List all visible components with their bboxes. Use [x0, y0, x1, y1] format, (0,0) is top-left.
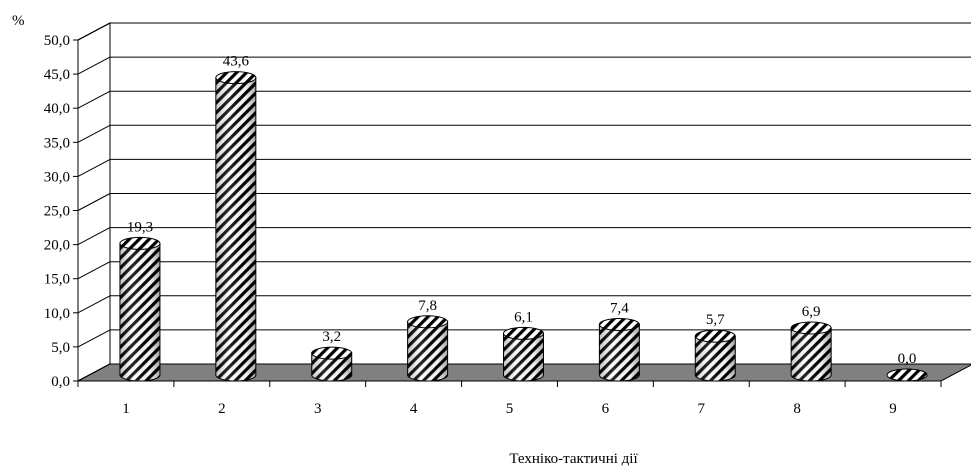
gridline-side	[77, 261, 111, 280]
y-tick-label: 45,0	[44, 67, 70, 83]
bar-shade	[695, 336, 736, 381]
bar-value-label: 19,3	[127, 219, 153, 235]
bar-top	[215, 71, 257, 85]
gridline-side	[77, 22, 111, 41]
bar-shade	[311, 353, 352, 381]
bar	[311, 346, 353, 382]
bar-shade	[407, 321, 448, 381]
x-axis-title: Техніко-тактичні дії	[509, 451, 638, 467]
gridline-side	[77, 295, 111, 314]
bar-top	[598, 318, 640, 332]
labels: 0,05,010,015,020,025,030,035,040,045,050…	[12, 13, 916, 467]
x-tick-label: 6	[602, 401, 610, 417]
bar	[407, 315, 449, 382]
y-tick-label: 30,0	[44, 169, 70, 185]
x-tick-label: 4	[410, 401, 418, 417]
axes	[73, 39, 942, 387]
y-tick-label: 20,0	[44, 238, 70, 254]
y-tick-label: 50,0	[44, 33, 70, 49]
y-tick-label: 40,0	[44, 101, 70, 117]
y-tick-label: 25,0	[44, 204, 70, 220]
bar-value-label: 43,6	[223, 54, 250, 70]
bar	[215, 71, 257, 382]
bar-shade	[791, 327, 832, 381]
bar-shade	[119, 243, 160, 381]
bar-shade	[503, 333, 544, 381]
gridline-side	[77, 90, 111, 109]
bar-value-label: 5,7	[706, 312, 725, 328]
bar-top	[119, 236, 161, 250]
x-tick-label: 1	[122, 401, 130, 417]
bar-top	[886, 368, 928, 382]
bar-top	[503, 326, 544, 340]
bar-value-label: 6,1	[514, 309, 533, 325]
y-tick-label: 15,0	[44, 272, 70, 288]
gridline-side	[77, 124, 111, 143]
gridline-side	[77, 193, 111, 211]
bar-top	[790, 321, 832, 335]
x-tick-label: 9	[889, 401, 897, 417]
bar-top	[311, 346, 353, 360]
bar-value-label: 0,0	[898, 351, 917, 367]
bar-shade	[215, 77, 256, 381]
y-tick-label: 35,0	[44, 135, 70, 151]
bar-value-label: 6,9	[802, 304, 821, 320]
bar	[119, 236, 161, 382]
bar	[790, 321, 832, 382]
x-tick-label: 5	[506, 401, 514, 417]
bar-shade	[599, 324, 640, 381]
y-tick-label: 0,0	[51, 374, 70, 390]
bar-value-label: 7,4	[610, 301, 629, 317]
bar-top	[407, 315, 449, 329]
bar-value-label: 3,2	[322, 329, 341, 345]
x-tick-label: 8	[793, 401, 801, 417]
bar	[598, 318, 640, 382]
gridline-side	[77, 158, 111, 177]
x-tick-label: 3	[314, 401, 322, 417]
bar-top	[694, 329, 736, 343]
bar	[503, 326, 544, 382]
bar	[694, 329, 736, 382]
y-tick-label: 5,0	[51, 340, 70, 356]
gridline-side	[77, 56, 111, 75]
gridline-side	[77, 329, 111, 348]
bar-value-label: 7,8	[418, 298, 437, 314]
x-tick-label: 2	[218, 401, 226, 417]
gridline-side	[77, 227, 111, 246]
y-unit-label: %	[12, 13, 25, 29]
y-tick-label: 10,0	[44, 306, 70, 322]
bars	[119, 71, 928, 382]
bar	[886, 368, 928, 382]
x-tick-label: 7	[698, 401, 706, 417]
